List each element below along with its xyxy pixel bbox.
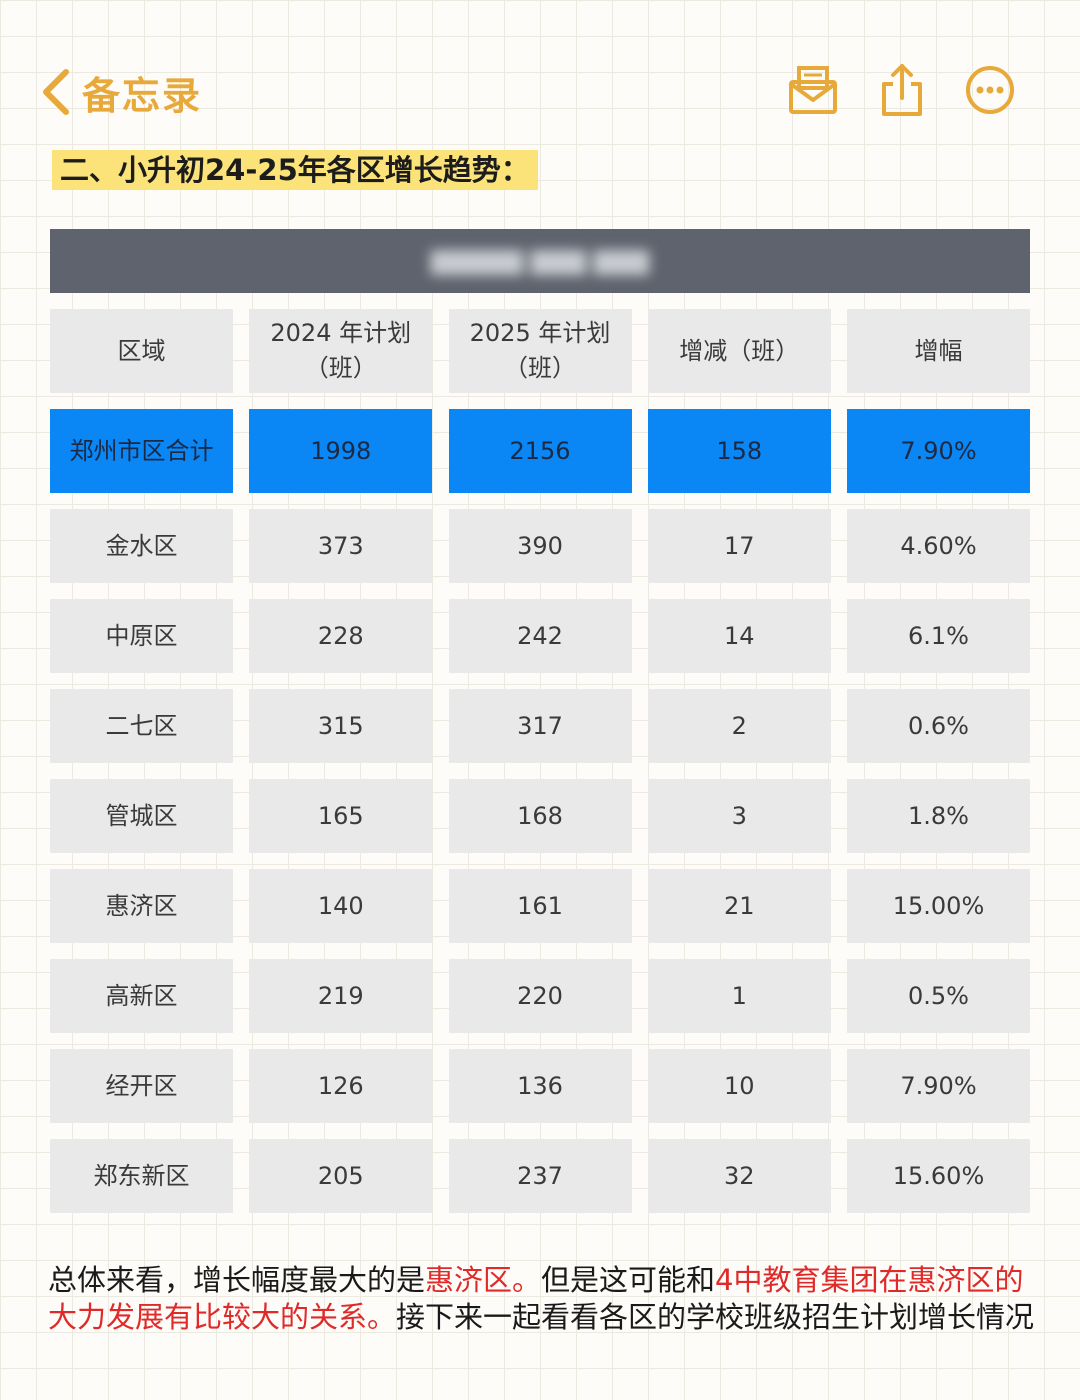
- table-header-row: 区域 2024 年计划 （班） 2025 年计划 （班） 增减（班） 增幅: [50, 309, 1030, 393]
- table-cell: 二七区: [50, 689, 233, 763]
- table-total-row: 郑州市区合计 1998 2156 158 7.90%: [50, 409, 1030, 493]
- summary-text: 但是这可能和: [541, 1263, 716, 1297]
- total-cell: 1998: [249, 409, 433, 493]
- table-cell: 1.8%: [847, 779, 1030, 853]
- total-cell: 158: [647, 409, 831, 493]
- table-cell: 管城区: [50, 779, 233, 853]
- table-cell: 10: [647, 1049, 831, 1123]
- enrollment-table: 区域 2024 年计划 （班） 2025 年计划 （班） 增减（班） 增幅 郑州…: [50, 309, 1030, 1229]
- table-cell: 242: [448, 599, 632, 673]
- header-cell: 2025 年计划 （班）: [448, 309, 632, 393]
- table-cell: 21: [647, 869, 831, 943]
- table-cell: 15.00%: [847, 869, 1030, 943]
- table-cell: 228: [249, 599, 433, 673]
- summary-paragraph: 总体来看，增长幅度最大的是惠济区。但是这可能和4中教育集团在惠济区的大力发展有比…: [48, 1262, 1038, 1336]
- table-cell: 惠济区: [50, 869, 233, 943]
- table-cell: 136: [448, 1049, 632, 1123]
- table-title-bar: ▇▇▇▇▇ ▇▇▇ ▇▇▇: [50, 229, 1030, 293]
- table-cell: 220: [448, 959, 632, 1033]
- table-cell: 1: [647, 959, 831, 1033]
- summary-text: 接下来一起看看各区的学校班级招生计划增长情况: [396, 1300, 1035, 1334]
- table-cell: 168: [448, 779, 632, 853]
- header-cell: 增幅: [847, 309, 1030, 393]
- table-cell: 161: [448, 869, 632, 943]
- table-row: 中原区 228 242 14 6.1%: [50, 599, 1030, 673]
- table-cell: 郑东新区: [50, 1139, 233, 1213]
- back-label: 备忘录: [82, 73, 203, 118]
- table-row: 惠济区 140 161 21 15.00%: [50, 869, 1030, 943]
- total-cell: 2156: [448, 409, 632, 493]
- table-cell: 7.90%: [847, 1049, 1030, 1123]
- table-cell: 4.60%: [847, 509, 1030, 583]
- table-row: 管城区 165 168 3 1.8%: [50, 779, 1030, 853]
- table-cell: 317: [448, 689, 632, 763]
- table-cell: 140: [249, 869, 433, 943]
- back-button[interactable]: 备忘录: [38, 62, 202, 122]
- table-cell: 32: [647, 1139, 831, 1213]
- navigation-bar: 备忘录: [0, 0, 1080, 140]
- blurred-table-title: ▇▇▇▇▇ ▇▇▇ ▇▇▇: [430, 247, 650, 275]
- back-chevron-icon: [43, 69, 69, 115]
- table-cell: 237: [448, 1139, 632, 1213]
- table-cell: 0.6%: [847, 689, 1030, 763]
- table-cell: 219: [249, 959, 433, 1033]
- envelope-icon[interactable]: [786, 62, 842, 118]
- summary-highlight: 惠济区。: [425, 1263, 542, 1297]
- table-cell: 165: [249, 779, 433, 853]
- total-cell: 7.90%: [847, 409, 1030, 493]
- table-cell: 126: [249, 1049, 433, 1123]
- more-icon[interactable]: [962, 62, 1018, 118]
- table-cell: 2: [647, 689, 831, 763]
- table-row: 金水区 373 390 17 4.60%: [50, 509, 1030, 583]
- header-cell: 增减（班）: [647, 309, 831, 393]
- table-cell: 373: [249, 509, 433, 583]
- table-cell: 0.5%: [847, 959, 1030, 1033]
- table-cell: 205: [249, 1139, 433, 1213]
- summary-highlight: 4中教育集团在惠济区的大力发展有比较大的关系。: [48, 1263, 1024, 1334]
- table-cell: 金水区: [50, 509, 233, 583]
- table-row: 高新区 219 220 1 0.5%: [50, 959, 1030, 1033]
- table-cell: 15.60%: [847, 1139, 1030, 1213]
- table-cell: 390: [448, 509, 632, 583]
- table-row: 二七区 315 317 2 0.6%: [50, 689, 1030, 763]
- table-cell: 中原区: [50, 599, 233, 673]
- table-cell: 315: [249, 689, 433, 763]
- table-cell: 3: [647, 779, 831, 853]
- table-cell: 14: [647, 599, 831, 673]
- table-cell: 高新区: [50, 959, 233, 1033]
- section-heading: 二、小升初24-25年各区增长趋势：: [52, 150, 538, 190]
- share-icon[interactable]: [874, 62, 930, 118]
- table-cell: 经开区: [50, 1049, 233, 1123]
- total-cell: 郑州市区合计: [50, 409, 233, 493]
- summary-text: 总体来看，增长幅度最大的是: [48, 1263, 426, 1297]
- header-cell: 区域: [50, 309, 233, 393]
- table-row: 郑东新区 205 237 32 15.60%: [50, 1139, 1030, 1213]
- table-row: 经开区 126 136 10 7.90%: [50, 1049, 1030, 1123]
- table-cell: 17: [647, 509, 831, 583]
- table-cell: 6.1%: [847, 599, 1030, 673]
- header-cell: 2024 年计划 （班）: [249, 309, 433, 393]
